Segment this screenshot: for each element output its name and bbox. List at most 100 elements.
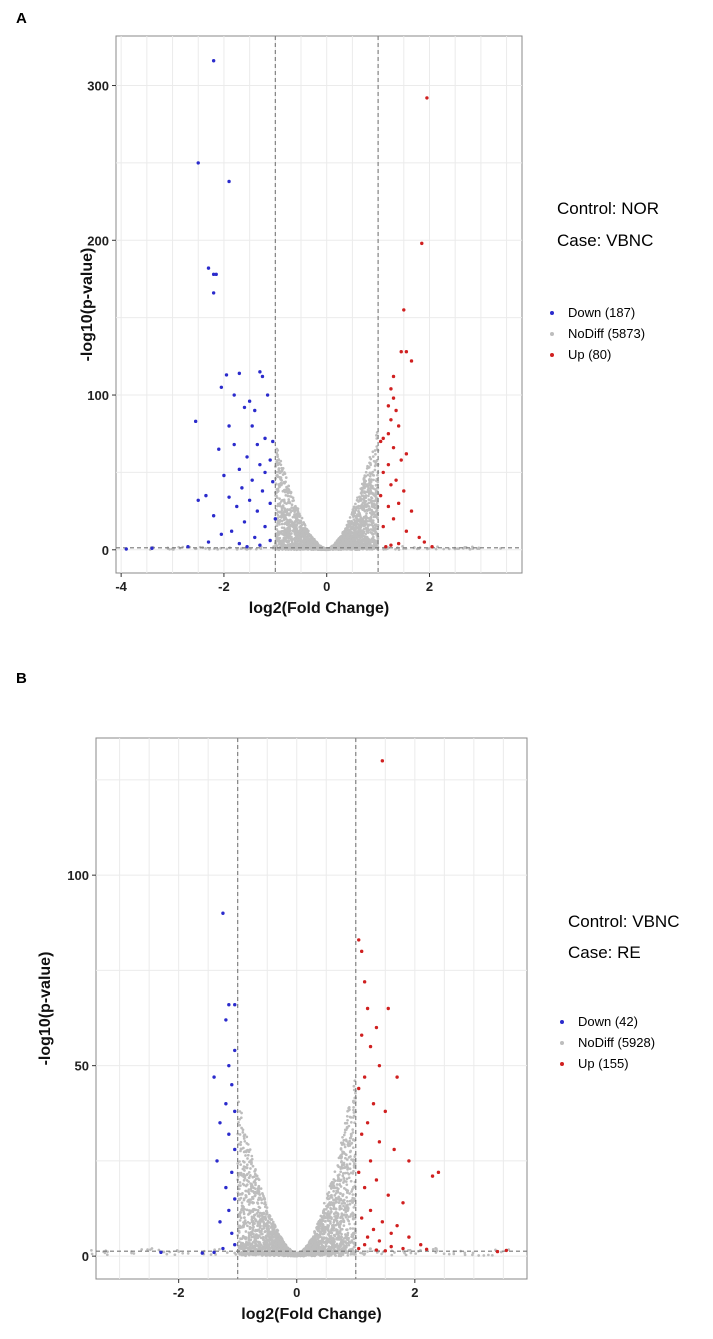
nodiff-point [173, 1253, 177, 1257]
nodiff-point [181, 1251, 185, 1255]
nodiff-point [346, 1218, 350, 1221]
nodiff-point [342, 1213, 346, 1217]
nodiff-point [254, 1219, 258, 1222]
nodiff-point [352, 1206, 356, 1209]
nodiff-point [331, 1224, 335, 1228]
nodiff-point [333, 1234, 337, 1238]
nodiff-point [237, 1246, 241, 1250]
nodiff-point [431, 1247, 435, 1251]
nodiff-point [343, 1145, 347, 1149]
nodiff-point [342, 1220, 346, 1224]
nodiff-point [249, 1167, 252, 1170]
nodiff-points [148, 431, 502, 552]
nodiff-point [286, 494, 290, 498]
nodiff-point [342, 1161, 346, 1165]
nodiff-point [334, 1254, 337, 1257]
nodiff-point [246, 1148, 250, 1152]
nodiff-point [351, 1138, 355, 1141]
nodiff-point [250, 1215, 254, 1219]
nodiff-point [238, 1181, 242, 1184]
nodiff-point [326, 1194, 330, 1198]
nodiff-point [263, 1230, 267, 1234]
nodiff-point [338, 1173, 341, 1177]
nodiff-point [238, 1160, 241, 1163]
nodiff-point [264, 1217, 268, 1220]
nodiff-point [254, 1174, 258, 1177]
nodiff-point [140, 1248, 144, 1251]
nodiff-point [338, 1204, 342, 1208]
nodiff-point [332, 1189, 335, 1193]
nodiff-point [291, 515, 295, 519]
nodiff-point [239, 1149, 242, 1153]
nodiff-point [251, 1164, 255, 1168]
nodiff-point [261, 1235, 265, 1239]
nodiff-point [240, 1201, 244, 1205]
nodiff-point [339, 1185, 343, 1188]
nodiff-point [291, 499, 294, 503]
nodiff-point [259, 1187, 263, 1191]
nodiff-point [243, 1248, 246, 1251]
nodiff-point [245, 1166, 249, 1170]
nodiff-point [249, 1198, 253, 1201]
nodiff-point [272, 1235, 276, 1239]
nodiff-point [245, 1179, 249, 1182]
nodiff-point [243, 1219, 247, 1222]
nodiff-point [345, 1191, 349, 1194]
nodiff-point [352, 1108, 355, 1112]
nodiff-point [367, 494, 370, 498]
nodiff-point [359, 1251, 362, 1255]
nodiff-point [351, 1201, 355, 1204]
nodiff-point [348, 1192, 351, 1195]
nodiff-point [345, 1121, 349, 1125]
nodiff-point [244, 1243, 247, 1247]
nodiff-point [238, 1133, 242, 1136]
nodiff-point [255, 1233, 258, 1236]
nodiff-point [209, 1253, 213, 1256]
nodiff-point [342, 1181, 345, 1184]
nodiff-point [320, 1227, 323, 1230]
nodiff-point [342, 1224, 346, 1227]
nodiff-point [345, 1241, 348, 1245]
nodiff-point [335, 1197, 338, 1201]
nodiff-point [266, 1221, 269, 1225]
nodiff-point [330, 1228, 333, 1231]
nodiff-point [347, 1215, 350, 1219]
nodiff-point [241, 1130, 245, 1134]
nodiff-point [253, 1169, 256, 1173]
nodiff-point [353, 1203, 357, 1207]
nodiff-point [225, 1251, 229, 1254]
nodiff-point [248, 1148, 252, 1151]
nodiff-point [315, 1225, 319, 1229]
nodiff-point [341, 1193, 345, 1196]
nodiff-point [376, 523, 380, 527]
nodiff-point [344, 1180, 348, 1184]
nodiff-point [289, 510, 292, 514]
nodiff-point [239, 1140, 243, 1144]
nodiff-point [242, 1150, 246, 1154]
nodiff-point [452, 1252, 456, 1256]
nodiff-point [349, 1227, 352, 1230]
nodiff-point [362, 478, 366, 482]
nodiff-point [344, 1156, 347, 1160]
nodiff-point [90, 1249, 93, 1252]
nodiff-point [345, 1237, 349, 1241]
nodiff-point [254, 1183, 257, 1187]
nodiff-point [326, 1219, 330, 1222]
nodiff-point [349, 1179, 353, 1183]
nodiff-point [256, 1244, 260, 1248]
nodiff-point [324, 1219, 327, 1223]
nodiff-point [352, 1106, 355, 1109]
nodiff-point [349, 1149, 352, 1153]
nodiff-point [337, 1201, 341, 1204]
nodiff-point [351, 1128, 355, 1131]
nodiff-point [403, 1251, 406, 1255]
nodiff-point [477, 1254, 481, 1257]
nodiff-point [348, 1199, 352, 1203]
nodiff-point [447, 1252, 451, 1256]
nodiff-point [251, 1195, 254, 1199]
nodiff-point [244, 1230, 248, 1233]
nodiff-point [249, 1226, 253, 1230]
nodiff-point [238, 1251, 242, 1255]
nodiff-point [132, 1252, 136, 1255]
